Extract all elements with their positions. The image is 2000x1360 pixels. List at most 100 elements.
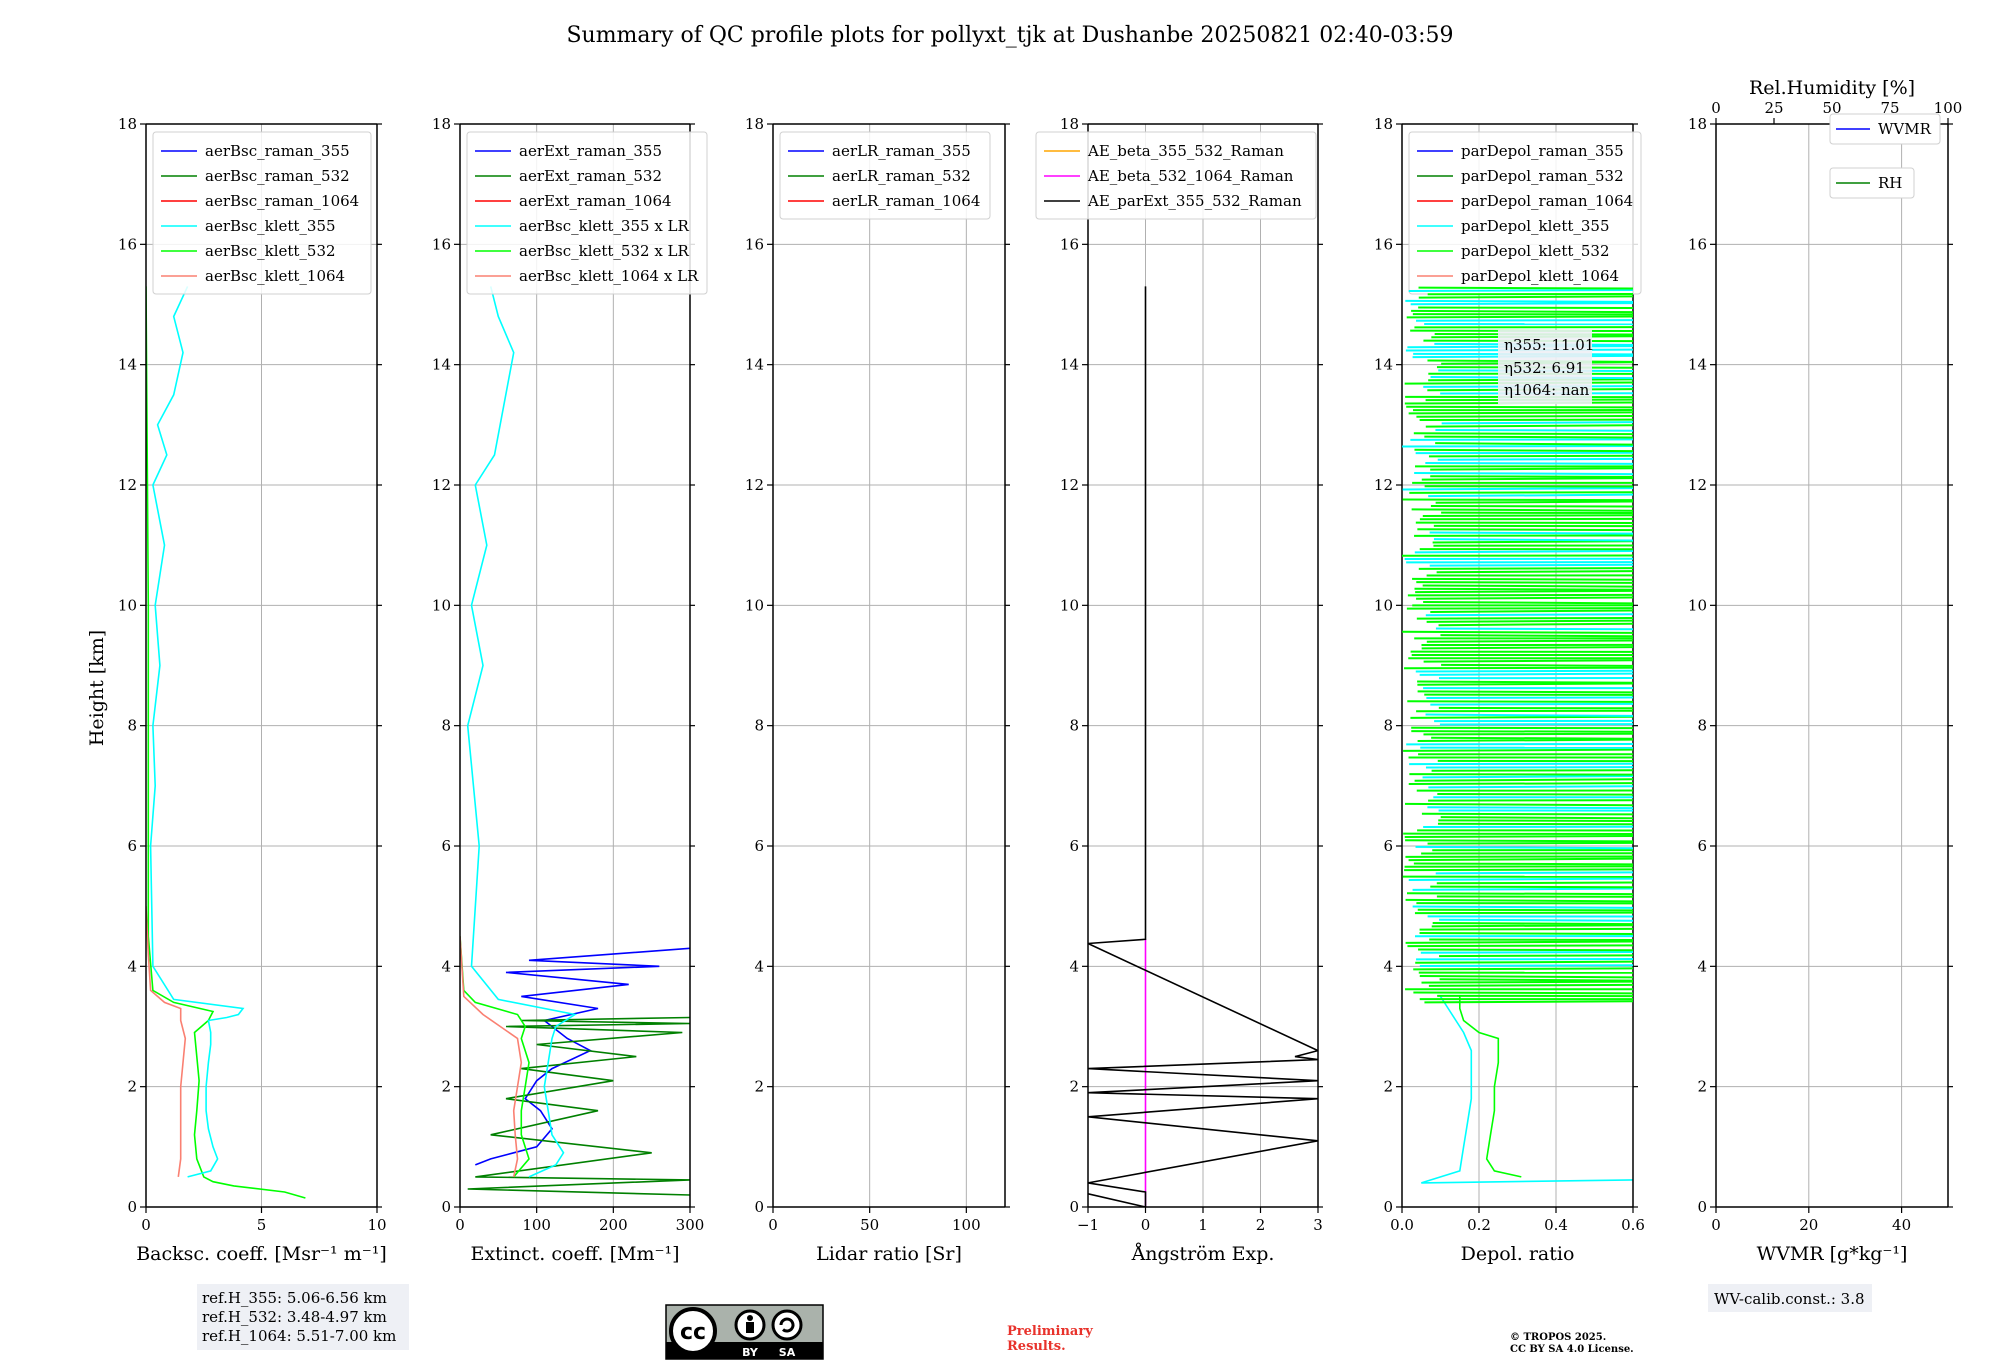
legend-label: aerBsc_klett_355 xyxy=(205,217,336,235)
depol-noise-line xyxy=(1436,570,1634,574)
x-tick-label: 0 xyxy=(455,1216,465,1234)
x-tick-label: 3 xyxy=(1313,1216,1323,1234)
x-tick-label: 100 xyxy=(522,1216,551,1234)
cc-license-badge: cc BY SA xyxy=(665,1304,824,1360)
depol-noise-line xyxy=(1405,802,1634,807)
depol-noise-line xyxy=(1411,309,1634,314)
depol-noise-line xyxy=(1424,1000,1634,1004)
y-tick-label: 2 xyxy=(1383,1078,1393,1096)
x-axis-label: Backsc. coeff. [Msr⁻¹ m⁻¹] xyxy=(136,1243,387,1265)
y-tick-label: 6 xyxy=(1069,837,1079,855)
y-tick-label: 2 xyxy=(1069,1078,1079,1096)
depol-noise-line xyxy=(1402,630,1634,634)
depol-noise-line xyxy=(1412,887,1634,891)
depol-noise-line xyxy=(1430,475,1634,478)
y-tick-label: 4 xyxy=(1383,957,1393,975)
depol-noise-line xyxy=(1423,601,1634,605)
depol-noise-line xyxy=(1418,295,1634,299)
legend-box xyxy=(779,131,991,220)
y-tick-label: 0 xyxy=(1383,1198,1393,1216)
depol-noise-line xyxy=(1428,493,1634,498)
top-tick-label: 0 xyxy=(1711,99,1721,117)
depol-noise-line xyxy=(1414,471,1634,476)
x-axis-label: Extinct. coeff. [Mm⁻¹] xyxy=(470,1243,679,1265)
y-tick-label: 10 xyxy=(1060,596,1079,614)
legend-label: aerLR_raman_1064 xyxy=(832,192,980,210)
legend-label: aerBsc_raman_355 xyxy=(205,142,350,160)
copyright-line-1: © TROPOS 2025. xyxy=(1510,1332,1606,1343)
y-tick-label: 8 xyxy=(754,717,764,735)
depol-noise-line xyxy=(1430,702,1634,706)
depol-noise-line xyxy=(1421,980,1634,984)
y-tick-label: 12 xyxy=(432,476,451,494)
legend-label: parDepol_raman_532 xyxy=(1461,167,1624,185)
legend-label: AE_beta_355_532_Raman xyxy=(1087,142,1284,160)
depol-noise-line xyxy=(1414,778,1634,782)
y-tick-label: 0 xyxy=(441,1198,451,1216)
depol-noise-line xyxy=(1429,531,1634,535)
x-axis-label: Ångström Exp. xyxy=(1131,1243,1275,1265)
y-tick-label: 4 xyxy=(1697,957,1707,975)
depol-noise-line xyxy=(1419,672,1634,676)
legend-box xyxy=(1035,131,1317,220)
y-tick-label: 6 xyxy=(1697,837,1707,855)
y-tick-label: 10 xyxy=(1688,596,1707,614)
depol-noise-line xyxy=(1406,607,1634,610)
depol-noise-line xyxy=(1407,944,1634,948)
depol-noise-line xyxy=(1413,967,1634,971)
depol-noise-line xyxy=(1417,682,1634,686)
series-aerbsc-klett-532 xyxy=(146,286,306,1199)
y-tick-label: 12 xyxy=(1060,476,1079,494)
depol-noise-line xyxy=(1430,467,1634,471)
depol-noise-line xyxy=(1421,477,1634,481)
legend-label: AE_parExt_355_532_Raman xyxy=(1087,192,1302,210)
series-ae-parext-355-532-raman xyxy=(1088,286,1318,1207)
depol-noise-line xyxy=(1416,709,1634,713)
depol-noise-line xyxy=(1407,892,1634,896)
depol-noise-line xyxy=(1435,442,1634,446)
y-tick-label: 4 xyxy=(127,957,137,975)
depol-noise-line xyxy=(1431,769,1634,772)
y-tick-label: 12 xyxy=(745,476,764,494)
depol-noise-line xyxy=(1437,457,1634,461)
depol-noise-line xyxy=(1413,862,1634,866)
y-tick-label: 0 xyxy=(1697,1198,1707,1216)
y-tick-label: 12 xyxy=(1688,476,1707,494)
depol-noise-line xyxy=(1421,646,1634,650)
legend-label: parDepol_klett_1064 xyxy=(1461,267,1619,285)
x-axis-label: Depol. ratio xyxy=(1461,1243,1575,1265)
depol-noise-line xyxy=(1417,738,1634,743)
legend-label: parDepol_raman_1064 xyxy=(1461,192,1633,210)
sa-icon xyxy=(771,1309,803,1341)
y-tick-label: 12 xyxy=(118,476,137,494)
depol-noise-line xyxy=(1416,581,1634,584)
legend-box xyxy=(466,131,708,295)
depol-noise-line xyxy=(1406,405,1634,409)
x-tick-label: 0.2 xyxy=(1467,1216,1491,1234)
y-tick-label: 4 xyxy=(441,957,451,975)
series-group xyxy=(460,286,690,1196)
x-tick-label: 0 xyxy=(1141,1216,1151,1234)
y-tick-label: 6 xyxy=(754,837,764,855)
y-tick-label: 10 xyxy=(118,596,137,614)
depol-noise-line xyxy=(1423,659,1634,663)
depol-noise-line xyxy=(1418,948,1634,952)
legend-label: parDepol_klett_355 xyxy=(1461,217,1610,235)
depol-noise-line xyxy=(1415,589,1634,594)
series-group xyxy=(1088,286,1318,1207)
depol-noise-line xyxy=(1439,954,1634,958)
wv-calib-text: WV-calib.const.: 3.8 xyxy=(1714,1290,1865,1308)
depol-noise-line xyxy=(1412,905,1634,909)
eta-532-text: η532: 6.91 xyxy=(1504,359,1585,377)
depol-noise-line xyxy=(1409,491,1634,494)
depol-noise-line xyxy=(1422,775,1634,779)
depol-noise-line xyxy=(1411,508,1634,512)
depol-noise-line xyxy=(1426,639,1634,643)
top-tick-label: 75 xyxy=(1880,99,1899,117)
legend-label: aerBsc_klett_1064 xyxy=(205,267,345,285)
svg-text:cc: cc xyxy=(680,1320,706,1345)
legend-label: aerLR_raman_532 xyxy=(832,167,971,185)
top-axis-label: Rel.Humidity [%] xyxy=(1749,77,1915,99)
y-tick-label: 6 xyxy=(1383,837,1393,855)
legend-label: aerExt_raman_532 xyxy=(519,167,662,185)
